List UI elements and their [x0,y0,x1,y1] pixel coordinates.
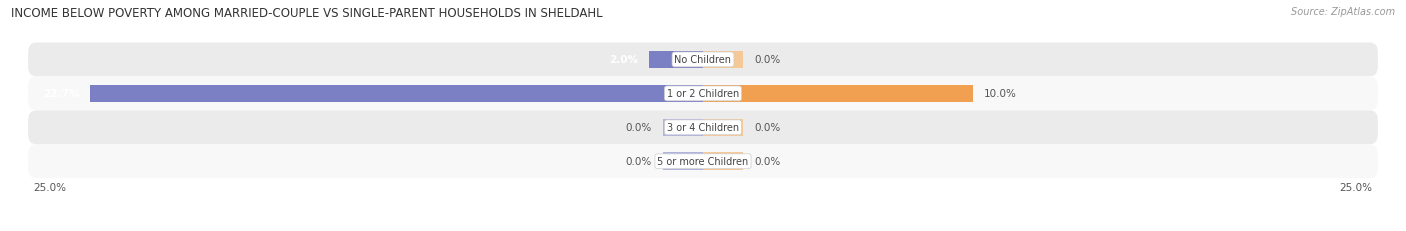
FancyBboxPatch shape [28,43,1378,77]
Text: 10.0%: 10.0% [984,89,1017,99]
Bar [703,119,744,137]
Text: 0.0%: 0.0% [626,157,652,167]
Text: 1 or 2 Children: 1 or 2 Children [666,89,740,99]
FancyBboxPatch shape [28,77,1378,111]
Text: 3 or 4 Children: 3 or 4 Children [666,123,740,133]
Bar [650,51,703,69]
Text: 25.0%: 25.0% [34,182,66,192]
Text: 25.0%: 25.0% [1340,182,1372,192]
Bar [90,85,703,103]
Text: 2.0%: 2.0% [609,55,638,65]
Bar [703,85,973,103]
Text: 0.0%: 0.0% [754,157,780,167]
FancyBboxPatch shape [28,111,1378,145]
Bar [703,153,744,170]
Text: 22.7%: 22.7% [44,89,79,99]
FancyBboxPatch shape [28,145,1378,179]
Bar [662,153,703,170]
Text: 5 or more Children: 5 or more Children [658,157,748,167]
Text: 0.0%: 0.0% [754,123,780,133]
Text: No Children: No Children [675,55,731,65]
Text: 0.0%: 0.0% [626,123,652,133]
Bar [662,119,703,137]
Text: 0.0%: 0.0% [754,55,780,65]
Text: Source: ZipAtlas.com: Source: ZipAtlas.com [1291,7,1395,17]
Text: INCOME BELOW POVERTY AMONG MARRIED-COUPLE VS SINGLE-PARENT HOUSEHOLDS IN SHELDAH: INCOME BELOW POVERTY AMONG MARRIED-COUPL… [11,7,603,20]
Bar [703,51,744,69]
